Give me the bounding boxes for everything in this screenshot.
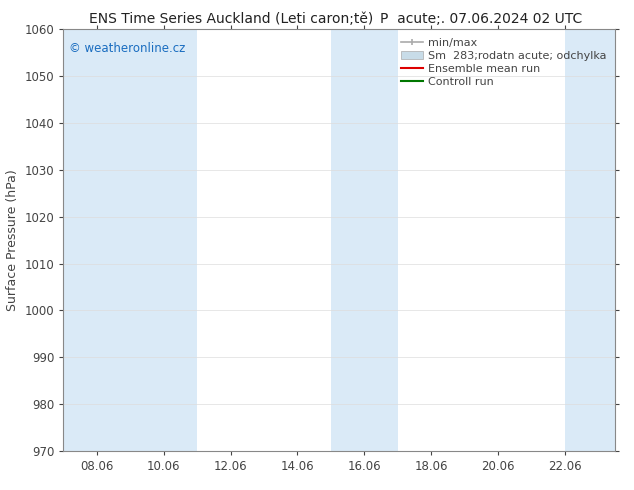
Y-axis label: Surface Pressure (hPa): Surface Pressure (hPa) bbox=[6, 169, 19, 311]
Legend: min/max, Sm  283;rodatn acute; odchylka, Ensemble mean run, Controll run: min/max, Sm 283;rodatn acute; odchylka, … bbox=[398, 35, 609, 90]
Text: © weatheronline.cz: © weatheronline.cz bbox=[69, 42, 185, 55]
Bar bbox=[63, 29, 130, 451]
Text: ENS Time Series Auckland (Leti caron;tě): ENS Time Series Auckland (Leti caron;tě) bbox=[89, 12, 373, 26]
Bar bbox=[565, 29, 615, 451]
Text: P  acute;. 07.06.2024 02 UTC: P acute;. 07.06.2024 02 UTC bbox=[380, 12, 583, 26]
Bar bbox=[331, 29, 398, 451]
Bar bbox=[130, 29, 197, 451]
